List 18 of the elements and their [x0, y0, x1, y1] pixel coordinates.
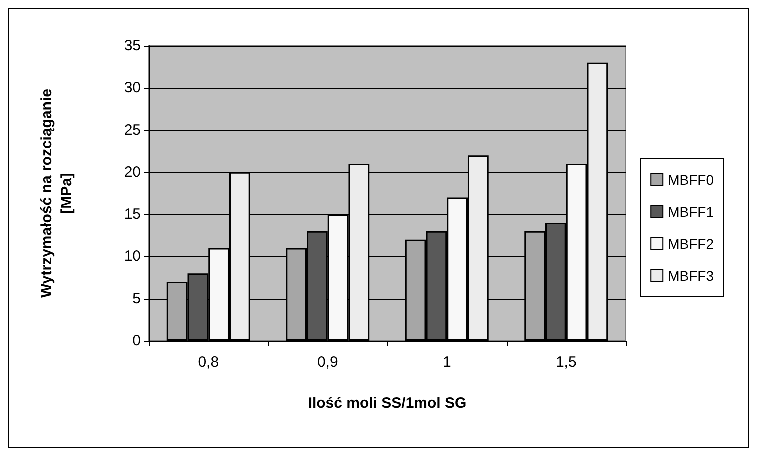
y-tick-label: 5 — [132, 290, 141, 308]
legend-label: MBFF0 — [668, 172, 714, 188]
y-tick-label: 0 — [132, 332, 141, 350]
y-axis-title: Wytrzymałość na rozciąganie [MPa] — [38, 89, 76, 298]
y-tick-label: 35 — [124, 38, 141, 54]
y-tick-label: 10 — [124, 248, 141, 266]
y-tick-label: 15 — [124, 206, 141, 224]
legend-label: MBFF3 — [668, 268, 714, 284]
x-tick-label: 1 — [442, 354, 452, 371]
legend-label: MBFF1 — [668, 204, 714, 220]
y-tick-label: 30 — [124, 80, 141, 97]
x-tick-label: 0,8 — [198, 354, 220, 371]
y-tick-label: 25 — [124, 122, 141, 139]
x-tick-label: 0,9 — [317, 354, 338, 371]
x-tick-label: 1,5 — [556, 354, 577, 371]
legend-label: MBFF2 — [668, 236, 714, 252]
x-axis-title: Ilość moli SS/1mol SG — [308, 395, 467, 412]
y-tick-label: 20 — [124, 164, 141, 181]
